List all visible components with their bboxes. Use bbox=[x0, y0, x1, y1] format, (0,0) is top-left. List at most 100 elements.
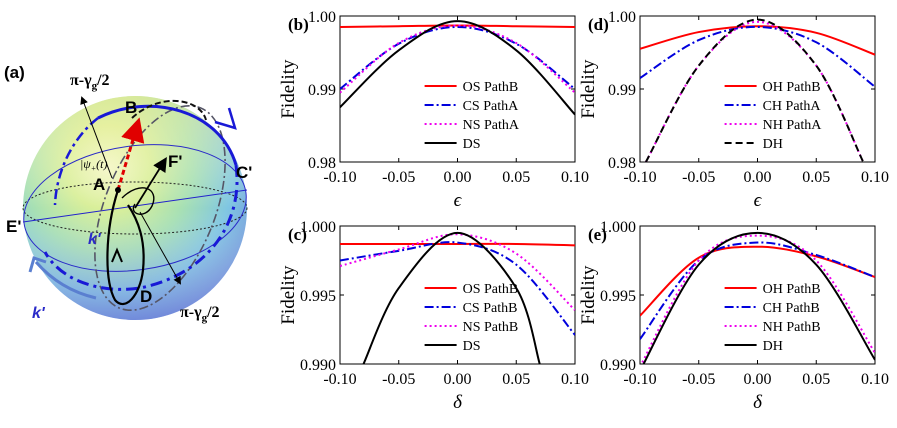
point-label-C: C' bbox=[236, 163, 252, 182]
point-label-A: A bbox=[93, 175, 105, 194]
series-line-dh bbox=[644, 18, 865, 162]
panel-label-e: (e) bbox=[588, 225, 607, 244]
series-group bbox=[640, 18, 875, 162]
y-tick-label: 0.995 bbox=[300, 288, 336, 305]
panel-label-a: (a) bbox=[4, 63, 25, 82]
x-tick-label: 0.00 bbox=[444, 169, 472, 186]
legend-label: NH PathB bbox=[763, 320, 821, 335]
legend-label: OH PathB bbox=[763, 80, 821, 95]
x-tick-label: 0.00 bbox=[744, 371, 772, 388]
series-line-ds bbox=[340, 20, 575, 116]
series-line-os-pathb bbox=[340, 242, 575, 247]
y-axis-label: Fidelity bbox=[278, 59, 299, 119]
chart-c: (c) -0.10 -0.05 0.00 0.05 0.10 0.990 0.995 1.000… bbox=[278, 219, 589, 413]
y-tick-label: 0.99 bbox=[608, 82, 636, 99]
angle-arrow-bottom bbox=[139, 211, 181, 285]
series-group bbox=[340, 20, 575, 116]
black-dashed-loop bbox=[131, 99, 207, 121]
series-group bbox=[640, 231, 875, 364]
legend-label: CS PathB bbox=[463, 301, 518, 316]
chart-d: (d) -0.10 -0.05 0.00 0.05 0.10 0.98 0.99 1.00 ϵ Fi… bbox=[578, 9, 889, 211]
series-line-nh-patha bbox=[644, 20, 865, 162]
bloch-sphere-panel: (a) bbox=[4, 63, 252, 324]
x-tick-label: 0.00 bbox=[744, 169, 772, 186]
x-tick-label: -0.05 bbox=[382, 371, 415, 388]
legend-label: CH PathB bbox=[763, 301, 820, 316]
x-tick-label: 0.05 bbox=[802, 169, 830, 186]
x-tick-label: 0.10 bbox=[561, 169, 589, 186]
legend: OH PathB CH PathB NH PathB DH bbox=[724, 282, 821, 354]
x-tick-label: 0.05 bbox=[802, 371, 830, 388]
state-vector bbox=[116, 117, 145, 191]
point-label-B: B bbox=[125, 98, 137, 117]
y-tick-label: 1.000 bbox=[300, 219, 336, 236]
x-tick-label: -0.05 bbox=[682, 169, 715, 186]
x-tick-label: 0.10 bbox=[561, 371, 589, 388]
y-axis-label: Fidelity bbox=[578, 265, 599, 325]
legend-label: NS PathA bbox=[463, 118, 520, 133]
x-tick-label: 0.05 bbox=[502, 371, 530, 388]
plot-area bbox=[339, 225, 576, 365]
x-tick-label: 0.05 bbox=[502, 169, 530, 186]
blue-arc-top bbox=[97, 104, 238, 166]
x-tick-label: 0.10 bbox=[861, 169, 889, 186]
legend-label: OS PathB bbox=[463, 282, 519, 297]
blue-arc-left bbox=[53, 117, 99, 206]
series-line-oh-pathb bbox=[640, 25, 875, 56]
angle-label-bottom: π-γg/2 bbox=[180, 304, 220, 324]
x-tick-label: -0.05 bbox=[382, 169, 415, 186]
y-axis-label: Fidelity bbox=[278, 265, 299, 325]
panel-label-c: (c) bbox=[288, 225, 307, 244]
y-tick-label: 0.99 bbox=[308, 82, 336, 99]
state-label: |ψ+(t) bbox=[80, 157, 108, 173]
y-tick-label: 1.000 bbox=[600, 219, 636, 236]
x-axis-label: ϵ bbox=[754, 190, 763, 211]
y-tick-label: 1.00 bbox=[308, 9, 336, 26]
legend-label: NS PathB bbox=[463, 320, 519, 335]
fidelity-charts: (b) -0.10 -0.05 0.00 0.05 0.10 0.98 0.99 1.00 ϵ Fi… bbox=[278, 9, 889, 413]
k-inner-label: k' bbox=[88, 231, 102, 248]
equator-line bbox=[22, 181, 248, 235]
blue-diameter bbox=[22, 189, 248, 223]
y-tick-label: 0.98 bbox=[308, 155, 336, 172]
series-line-ds bbox=[362, 231, 541, 364]
x-tick-label: -0.10 bbox=[623, 169, 656, 186]
trajectory-arrow bbox=[111, 247, 123, 263]
x-tick-label: -0.05 bbox=[682, 371, 715, 388]
legend-label: CH PathA bbox=[763, 99, 822, 114]
legend-label: OH PathB bbox=[763, 282, 821, 297]
x-axis-label: ϵ bbox=[454, 190, 463, 211]
chart-b: (b) -0.10 -0.05 0.00 0.05 0.10 0.98 0.99 1.00 ϵ Fi… bbox=[278, 9, 589, 211]
legend-label: DS bbox=[463, 339, 481, 354]
legend: OS PathB CS PathB NS PathB DS bbox=[424, 282, 519, 354]
legend-label: DS bbox=[463, 137, 481, 152]
x-tick-label: 0.10 bbox=[861, 371, 889, 388]
point-label-F: F' bbox=[168, 152, 182, 171]
point-A-dot bbox=[115, 187, 121, 193]
x-tick-label: -0.10 bbox=[323, 371, 356, 388]
panel-label-d: (d) bbox=[588, 15, 609, 34]
plot-area bbox=[339, 15, 576, 163]
y-tick-label: 0.990 bbox=[300, 357, 336, 374]
series-line-ch-pathb bbox=[640, 241, 875, 340]
series-group bbox=[340, 231, 575, 364]
x-tick-label: -0.10 bbox=[323, 169, 356, 186]
legend-label: OS PathB bbox=[463, 80, 519, 95]
panel-label-b: (b) bbox=[288, 15, 309, 34]
x-tick-label: 0.00 bbox=[444, 371, 472, 388]
series-line-cs-pathb bbox=[340, 241, 575, 336]
chart-e: (e) -0.10 -0.05 0.00 0.05 0.10 0.990 0.995 1.000… bbox=[578, 219, 889, 413]
series-line-os-pathb bbox=[340, 24, 575, 28]
y-tick-label: 1.00 bbox=[608, 9, 636, 26]
legend: OH PathB CH PathA NH PathA DH bbox=[724, 80, 822, 152]
point-label-E: E' bbox=[6, 217, 21, 236]
angle-arrow-top bbox=[80, 96, 113, 179]
blue-arrow-head bbox=[214, 107, 237, 130]
legend: OS PathB CS PathA NS PathA DS bbox=[424, 80, 520, 152]
k-outer-arrow-head bbox=[28, 256, 47, 273]
plot-area bbox=[639, 15, 876, 163]
y-axis-label: Fidelity bbox=[578, 59, 599, 119]
angle-label-top: π-γg/2 bbox=[70, 72, 110, 92]
